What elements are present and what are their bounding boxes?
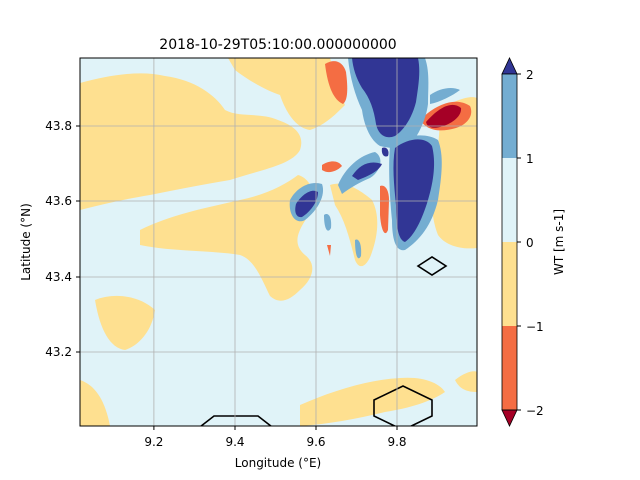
colorbar-tick-label: 0 (526, 236, 534, 250)
contour-region-neg1-central (140, 175, 315, 301)
colorbar-segment-neg2-neg1 (502, 326, 517, 410)
contour-region-pos1-ridge (355, 239, 362, 259)
x-axis: 9.2 9.4 9.6 9.8 Longitude (°E) (144, 426, 407, 470)
colorbar-label: WT [m s-1] (552, 209, 566, 275)
colorbar-tick-label: −2 (526, 404, 544, 418)
colorbar-segment-1-2 (502, 74, 517, 158)
plot-area (80, 58, 477, 426)
x-tick-label: 9.6 (306, 435, 325, 449)
contour-region-pos1-east (430, 87, 460, 104)
colorbar-extend-bottom (501, 409, 518, 427)
contour-region-neg3-core (426, 104, 462, 128)
contour-region-pos2-west (295, 190, 318, 218)
contour-region-neg1-sw (95, 295, 155, 350)
colorbar-tick-label: 1 (526, 152, 534, 166)
contour-region-neg2-north (325, 61, 348, 104)
x-tick-label: 9.4 (225, 435, 244, 449)
contour-region-pos2-arc (352, 162, 382, 180)
colorbar: 2 1 0 −1 −2 WT [m s-1] (501, 57, 566, 427)
colorbar-segment-0-1 (502, 158, 517, 242)
outline-east-diamond (416, 256, 448, 276)
contour-region-neg1-se2 (455, 371, 477, 392)
plot-frame (79, 57, 478, 427)
y-tick-label: 43.4 (45, 270, 72, 284)
contour-region-neg1-west (80, 73, 302, 210)
contour-region-neg1-south (80, 380, 110, 426)
contour-region-pos2-central (393, 139, 435, 242)
contour-region-neg2-mid (322, 161, 342, 173)
grid-lines (80, 58, 477, 426)
contour-region-pos2-small (381, 147, 389, 157)
contour-region-pos1-small (324, 214, 332, 231)
contour-region-neg1-ridge (330, 183, 378, 267)
x-axis-label: Longitude (°E) (235, 456, 321, 470)
colorbar-segment-neg1-0 (502, 242, 517, 326)
colorbar-tick-label: 2 (526, 68, 534, 82)
contour-region-neg2-ridge (380, 185, 389, 234)
y-tick-label: 43.2 (45, 345, 72, 359)
colorbar-tick-label: −1 (526, 320, 544, 334)
y-tick-label: 43.8 (45, 119, 72, 133)
contour-region-neg2-small (327, 245, 331, 256)
y-tick-label: 43.6 (45, 194, 72, 208)
contour-region-pos2-north (352, 58, 420, 138)
x-tick-label: 9.2 (144, 435, 163, 449)
contour-region-neg1-se (300, 377, 445, 426)
outline-sw-hexagon (199, 415, 273, 426)
colorbar-extend-top (501, 57, 518, 75)
y-axis-label: Latitude (°N) (19, 203, 33, 281)
chart-title: 2018-10-29T05:10:00.000000000 (159, 37, 396, 53)
x-tick-label: 9.8 (387, 435, 406, 449)
y-axis: 43.8 43.6 43.4 43.2 Latitude (°N) (19, 119, 80, 359)
contour-region-neg1-east (431, 97, 477, 249)
outline-south-hexagon (373, 385, 433, 426)
